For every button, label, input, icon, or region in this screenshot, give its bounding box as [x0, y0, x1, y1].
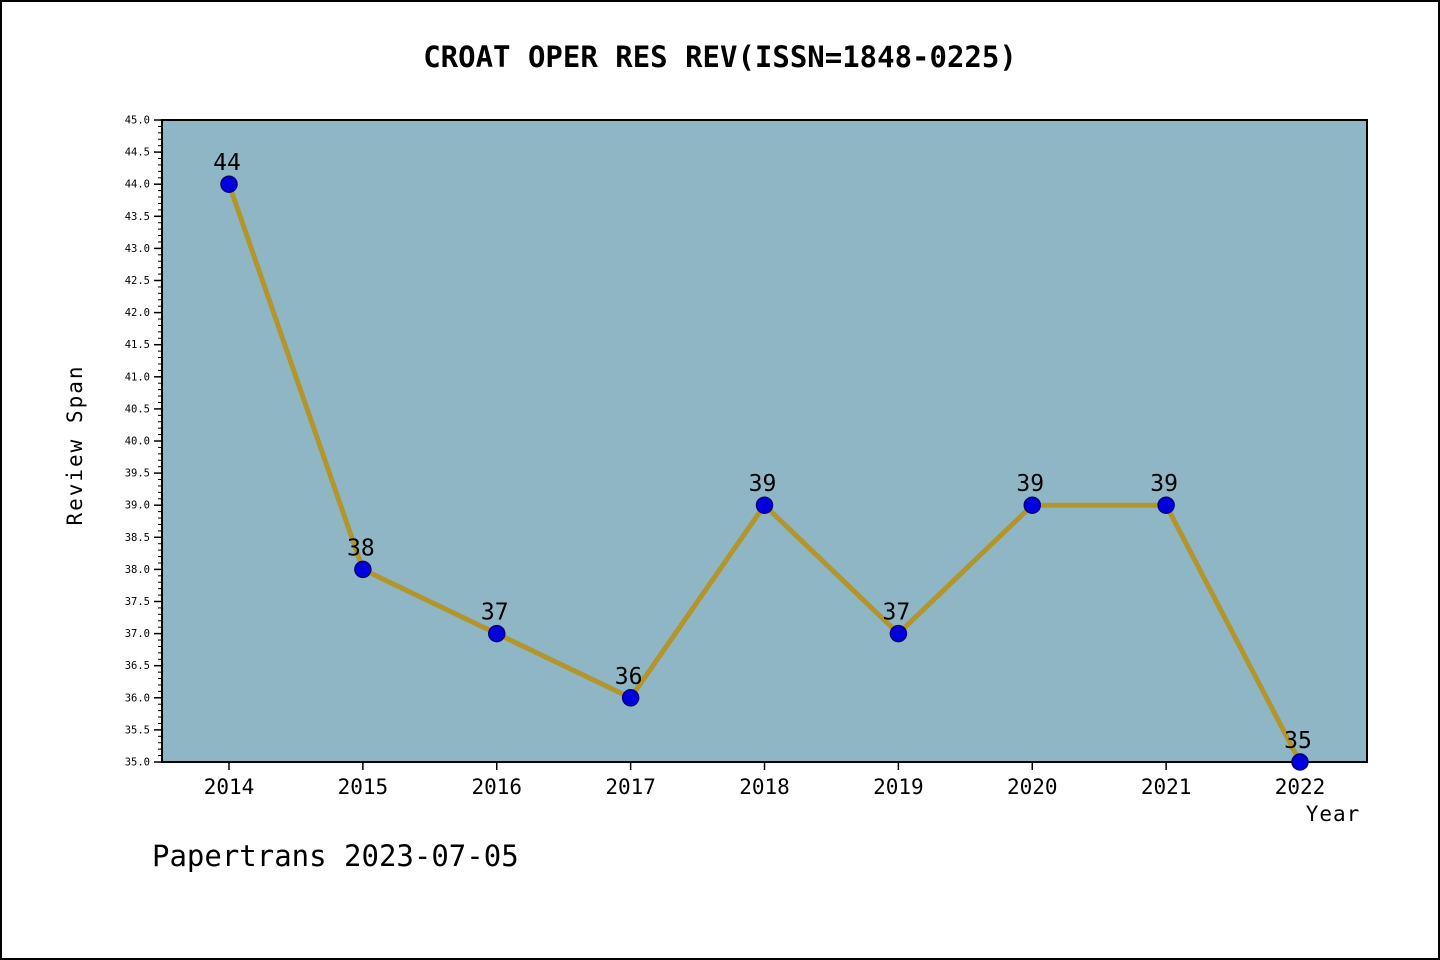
y-tick-label: 44.0	[125, 179, 150, 191]
y-tick-label: 42.5	[125, 275, 150, 287]
y-tick-label: 39.0	[125, 500, 150, 512]
y-tick-label: 37.5	[125, 596, 150, 608]
plot-background	[161, 119, 1368, 763]
y-tick-label: 43.5	[125, 211, 150, 223]
data-point	[1023, 496, 1041, 514]
x-tick-label: 2016	[471, 775, 522, 799]
y-tick-label: 44.5	[125, 147, 150, 159]
x-tick-label: 2019	[873, 775, 924, 799]
y-tick-label: 41.0	[125, 371, 150, 383]
y-tick-label: 35.0	[125, 757, 150, 769]
y-tick-label: 40.5	[125, 403, 150, 415]
x-tick-label: 2020	[1007, 775, 1058, 799]
y-tick-label: 40.0	[125, 436, 150, 448]
x-tick-label: 2015	[338, 775, 389, 799]
y-tick-label: 38.5	[125, 532, 150, 544]
data-point	[1157, 496, 1175, 514]
data-point	[354, 560, 372, 579]
x-tick-label: 2018	[739, 775, 790, 799]
data-point-label: 35	[1284, 728, 1312, 754]
data-point-label: 37	[883, 600, 911, 626]
data-point-label: 36	[615, 664, 643, 690]
y-tick-label: 45.0	[125, 115, 150, 127]
x-axis-label: Year	[1305, 802, 1361, 826]
y-tick-label: 38.0	[125, 564, 150, 576]
x-tick-label: 2017	[605, 775, 656, 799]
x-tick-label: 2022	[1275, 775, 1326, 799]
data-point	[889, 624, 908, 643]
x-tick-label: 2014	[204, 775, 255, 799]
data-point-label: 39	[749, 471, 777, 497]
data-point	[1291, 753, 1309, 771]
data-point-label: 44	[213, 150, 241, 176]
data-point-label: 39	[1016, 471, 1044, 497]
data-point	[755, 496, 774, 514]
y-tick-label: 43.0	[125, 243, 150, 255]
y-tick-label: 35.5	[125, 724, 150, 736]
y-tick-label: 36.5	[125, 660, 150, 672]
watermark-text: Papertrans 2023-07-05	[152, 839, 519, 873]
y-tick-label: 37.0	[125, 628, 150, 640]
y-tick-label: 41.5	[125, 339, 150, 351]
data-point	[488, 624, 506, 643]
y-tick-label: 42.0	[125, 307, 150, 319]
y-tick-label: 36.0	[125, 692, 150, 704]
data-point-label: 37	[481, 600, 509, 626]
chart-title: CROAT OPER RES REV(ISSN=1848-0225)	[423, 40, 1017, 74]
data-point	[621, 689, 640, 707]
y-axis-label: Review Span	[63, 364, 87, 526]
data-point	[220, 175, 238, 193]
data-point-label: 39	[1150, 471, 1178, 497]
x-tick-label: 2021	[1141, 775, 1192, 799]
y-tick-label: 39.5	[125, 468, 150, 480]
data-point-label: 38	[347, 535, 375, 561]
